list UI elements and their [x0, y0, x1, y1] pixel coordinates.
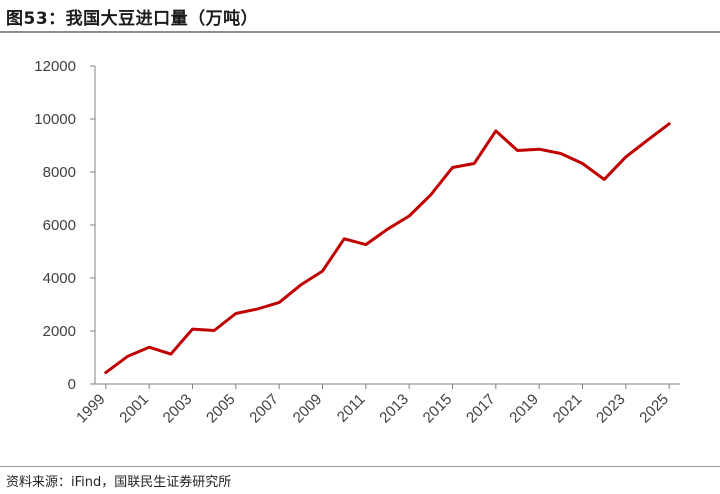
plot-area	[104, 122, 671, 375]
x-tick-label: 2007	[246, 391, 282, 427]
x-tick-label: 2025	[636, 391, 672, 427]
x-tick-label: 1999	[73, 391, 109, 427]
y-tick-label: 6000	[43, 217, 76, 234]
chart-axes	[94, 66, 680, 385]
y-tick-label: 0	[68, 376, 76, 393]
y-tick-label: 12000	[34, 58, 76, 75]
x-tick-label: 2013	[376, 391, 412, 427]
x-tick-label: 2019	[506, 391, 542, 427]
x-tick-label: 2001	[116, 391, 152, 427]
series-line	[104, 122, 671, 375]
y-tick-label: 2000	[43, 323, 76, 340]
x-axis-ticks: 1999 2001 2003 2005 2007 2009 2011 2013 2015 2017…	[73, 384, 672, 426]
footer-divider	[0, 466, 720, 467]
line-chart: 0 2000 4000 6000 8000 10000 12000 1999 2001 2003…	[34, 58, 680, 426]
source-note: 资料来源：iFind，国联民生证券研究所	[6, 475, 232, 490]
x-tick-label: 2023	[593, 391, 629, 427]
x-tick-label: 2017	[463, 391, 499, 427]
x-tick-label: 2003	[160, 391, 196, 427]
x-tick-label: 2011	[334, 391, 369, 426]
x-tick-label: 2015	[420, 391, 456, 427]
x-tick-label: 2005	[203, 391, 239, 427]
chart-title: 图53：我国大豆进口量（万吨）	[6, 9, 259, 29]
x-tick-label: 2009	[290, 391, 326, 427]
y-tick-label: 8000	[43, 164, 76, 181]
x-tick-label: 2021	[550, 391, 586, 427]
title-divider	[0, 31, 720, 33]
y-tick-label: 4000	[43, 270, 76, 287]
y-tick-label: 10000	[34, 111, 76, 128]
y-axis-ticks: 0 2000 4000 6000 8000 10000 12000	[34, 58, 95, 393]
